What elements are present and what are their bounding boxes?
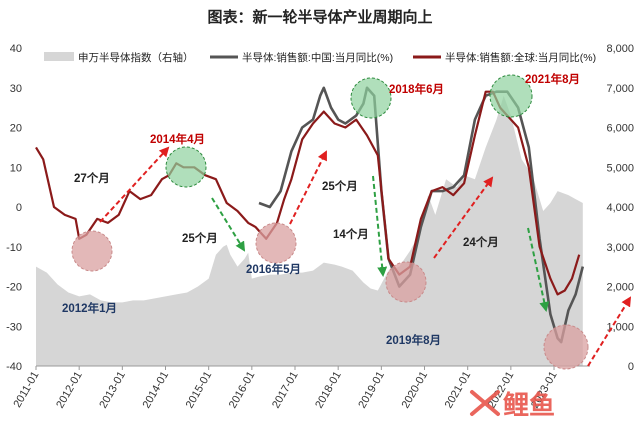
y-right-tick-label: 1,000 [606,321,634,333]
y-left-tick-label: -20 [6,282,22,294]
x-tick-label: 2015-01 [184,370,215,411]
x-tick-label: 2012-01 [54,370,85,411]
peak-circle-2021 [489,74,533,118]
x-tick-label: 2018-01 [313,370,344,411]
watermark-x-icon [470,390,500,416]
up-arrow-2016 [289,150,327,225]
y-left-tick-label: -40 [6,361,22,373]
y-left-tick-label: 40 [10,43,22,55]
down-arrow-2015 [211,197,246,252]
trough-label-2016: 2016年5月 [246,262,301,276]
months-label-5: 24个月 [463,235,499,249]
trough-circle-2019 [385,261,427,303]
highlight-circles [71,74,589,370]
y-right-tick-label: 3,000 [606,242,634,254]
x-tick-label: 2013-01 [97,370,128,411]
watermark-logo: 鲤鱼 [470,390,555,420]
trend-arrows [99,146,632,367]
trough-label-2019: 2019年8月 [386,333,441,347]
peak-label-2014: 2014年4月 [150,132,205,146]
legend-label-index: 申万半导体指数（右轴） [78,51,194,64]
up-arrow-2023 [587,296,632,367]
up-arrow-2019 [433,176,494,259]
x-tick-label: 2020-01 [400,370,431,411]
trough-label-2012: 2012年1月 [62,301,117,315]
x-tick-label: 2016-01 [227,370,258,411]
months-label-3: 25个月 [322,179,358,193]
y-right-tick-label: 0 [628,361,634,373]
x-tick-label: 2014-01 [141,370,172,411]
y-left-tick-label: 10 [10,162,22,174]
x-tick-label: 2017-01 [270,370,301,411]
y-left-tick-label: -30 [6,321,22,333]
y-left-tick-label: 30 [10,83,22,95]
y-right-tick-label: 4,000 [606,202,634,214]
legend-label-china: 半导体:销售额:中国:当月同比(%) [242,51,393,64]
down-arrow-2018 [372,175,388,277]
peak-circle-2014 [165,146,207,188]
months-label-2: 25个月 [182,231,218,245]
trough-circle-2016 [255,222,297,264]
peak-label-2021: 2021年8月 [525,72,580,86]
peak-circle-2018 [350,77,392,119]
down-arrow-2022 [527,227,550,312]
chart-title: 图表：新一轮半导体产业周期向上 [207,8,432,26]
y-left-tick-label: -10 [6,242,22,254]
y-left-tick-label: 20 [10,123,22,135]
x-tick-label: 2021-01 [443,370,474,411]
y-right-tick-label: 2,000 [606,282,634,294]
y-right-tick-label: 6,000 [606,123,634,135]
y-right-tick-label: 5,000 [606,162,634,174]
trough-circle-2012 [71,230,113,272]
trough-circle-2023 [543,324,589,370]
months-label-1: 27个月 [74,171,110,185]
watermark-glyphs: 鲤鱼 [503,390,555,420]
y-right-tick-label: 7,000 [606,83,634,95]
y-right-tick-label: 8,000 [606,43,634,55]
y-left-tick-label: 0 [16,202,22,214]
legend: 申万半导体指数（右轴） 半导体:销售额:中国:当月同比(%) 半导体:销售额:全… [44,51,596,64]
legend-swatch-index [44,52,74,61]
index-area-layer [36,95,583,366]
annotation-labels: 27个月 2014年4月 25个月 2016年5月 2012年1月 25个月 1… [62,72,580,347]
months-label-4: 14个月 [333,227,369,241]
x-tick-label: 2011-01 [11,370,41,410]
peak-label-2018: 2018年6月 [389,82,444,96]
series-area-index [36,95,583,366]
x-tick-label: 2019-01 [356,370,387,411]
legend-label-global: 半导体:销售额:全球:当月同比(%) [445,51,596,64]
up-arrow-2012 [99,146,170,223]
